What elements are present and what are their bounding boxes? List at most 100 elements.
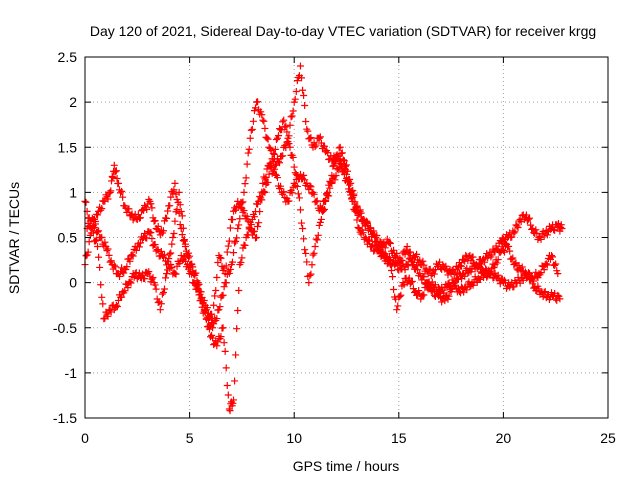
data-point [98,233,106,241]
data-point [210,301,218,309]
data-point [95,227,103,235]
data-point [118,187,126,195]
data-point [376,244,384,252]
data-point [332,172,340,180]
data-point [420,261,428,269]
data-point [214,258,222,266]
data-point [367,227,375,235]
data-point [120,269,128,277]
data-point [205,314,213,322]
data-point [312,198,320,206]
data-point [223,382,231,390]
data-point [392,260,400,268]
data-point [212,286,220,294]
data-point [118,264,126,272]
data-point [329,162,337,170]
data-point [509,254,517,262]
data-point [129,252,137,260]
data-point [135,243,143,251]
data-point [490,264,498,272]
data-point [321,142,329,150]
data-point [232,206,240,214]
data-point [101,238,109,246]
data-point [317,206,325,214]
data-point [97,281,105,289]
data-point [353,216,361,224]
data-point [351,200,359,208]
data-point [296,170,304,178]
data-point [494,256,502,264]
data-point [103,247,111,255]
data-point [132,246,140,254]
data-point [235,221,243,229]
data-point [488,251,496,259]
data-point [224,391,232,399]
y-axis-label: SDTVAR / TECUs [6,182,22,294]
data-point [110,161,118,169]
data-point [318,204,326,212]
data-point [263,134,271,142]
tick-labels: 0 5 10 15 20 25 -1.5 -1 -0.5 0 0.5 1 1.5 2 2.5 [53,49,616,446]
data-point [324,149,332,157]
data-point [288,189,296,197]
data-point [177,252,185,260]
data-point [540,232,548,240]
data-point [276,159,284,167]
data-point [245,145,253,153]
data-point [532,226,540,234]
data-point [366,236,374,244]
data-point [339,156,347,164]
data-point [111,168,119,176]
data-point [343,170,350,178]
data-point [283,128,291,136]
data-point [107,257,115,265]
data-point [238,254,246,262]
data-point [139,235,147,243]
data-point [269,149,277,157]
data-point [217,333,225,341]
data-point [243,212,251,220]
data-point [260,117,268,125]
data-point [306,182,314,190]
data-point [354,211,362,219]
data-point [300,91,308,99]
data-point [255,219,263,227]
data-point [296,62,304,70]
data-point [290,163,298,171]
data-point [190,279,198,287]
data-point [389,273,397,281]
data-point [280,116,288,124]
data-point [233,234,241,242]
data-point [285,140,293,148]
data-point [282,122,290,130]
data-point [241,180,249,188]
data-point [306,134,314,142]
data-point [272,136,280,144]
data-point [231,239,239,247]
data-point [390,286,398,294]
data-point [96,263,104,271]
y-tick-label: 2 [69,94,77,110]
data-point [552,260,560,268]
data-point [160,251,168,259]
x-tick-label: 0 [81,430,89,446]
data-point [379,249,387,257]
grid-layer [85,57,608,418]
data-point [241,241,249,249]
data-point [228,216,236,224]
data-point [430,270,438,278]
data-point [450,280,458,288]
data-point [493,259,501,267]
data-point [268,155,276,163]
data-point [84,248,92,256]
data-point [461,257,469,265]
data-point [289,153,297,161]
data-point [518,263,526,271]
data-point [147,228,155,236]
data-point [445,292,453,300]
data-point [105,251,113,259]
data-point [141,201,149,209]
data-point [307,270,315,278]
data-point [419,257,427,265]
data-point [338,163,346,171]
